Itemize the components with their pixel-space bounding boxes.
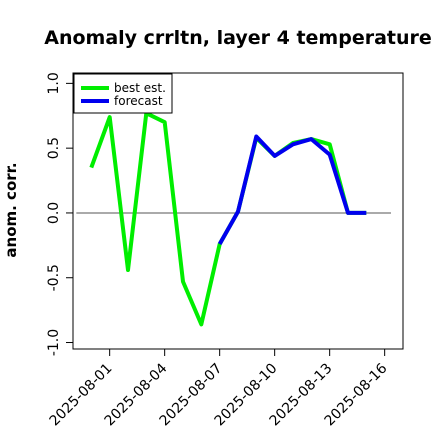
y-tick-label: -1.0 [46, 329, 62, 356]
legend-label-forecast: forecast [114, 94, 163, 108]
series-layer [89, 111, 367, 327]
y-axis: -1.0 -0.5 0.0 0.5 1.0 [46, 72, 73, 356]
plot-area [72, 72, 404, 350]
y-tick-label: 0.0 [46, 202, 62, 224]
y-tick-label: 1.0 [46, 72, 62, 94]
series-line-forecast [217, 134, 367, 245]
y-axis-label: anom. corr. [2, 162, 20, 257]
x-axis: 2025-08-012025-08-042025-08-072025-08-10… [47, 349, 391, 429]
legend-label-best-est: best est. [114, 81, 166, 95]
series-line-best-est [89, 111, 367, 327]
legend-box [73, 73, 173, 114]
chart-title: Anomaly crrltn, layer 4 temperature [44, 27, 432, 49]
legend: best est. forecast [73, 73, 173, 114]
y-tick-label: 0.5 [46, 137, 62, 159]
y-tick-label: -0.5 [46, 264, 62, 291]
